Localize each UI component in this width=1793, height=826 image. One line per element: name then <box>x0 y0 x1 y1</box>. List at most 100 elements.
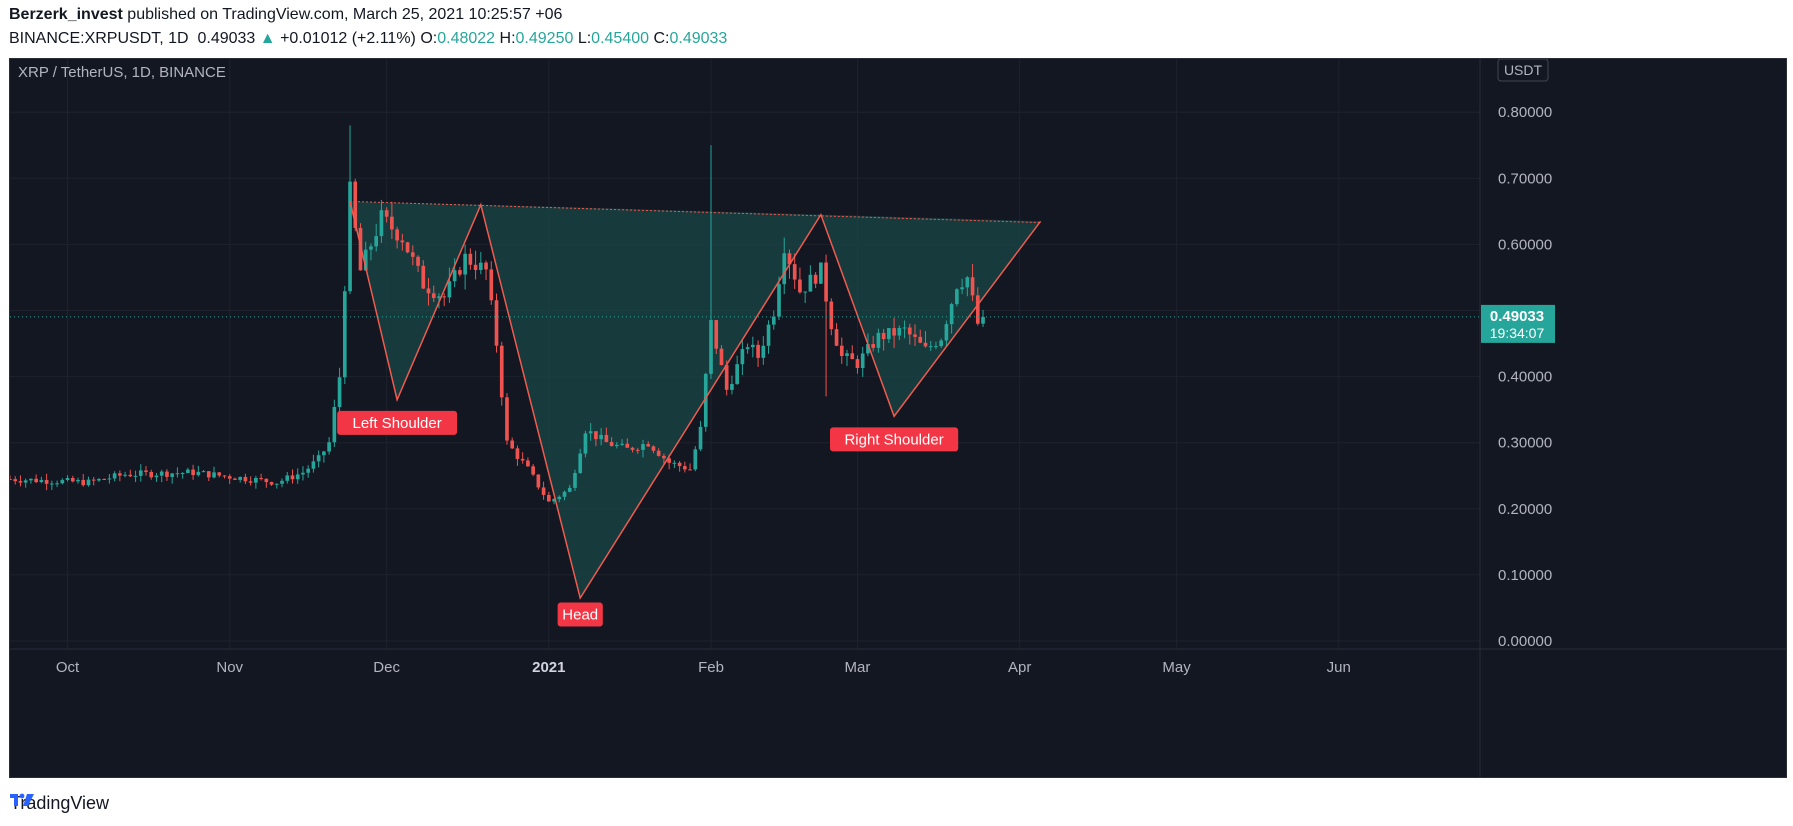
candle <box>426 288 431 294</box>
candle <box>965 277 970 288</box>
candle <box>437 296 441 299</box>
candle <box>10 479 12 481</box>
candle <box>327 442 331 452</box>
pattern-label-box <box>829 427 959 452</box>
candle <box>447 281 452 298</box>
candle <box>227 476 232 479</box>
candle <box>981 316 985 324</box>
candle <box>44 479 49 484</box>
chart-background <box>10 59 1786 777</box>
candle <box>442 296 447 298</box>
x-tick-label: Oct <box>56 659 80 676</box>
candle <box>118 473 122 476</box>
candle <box>515 448 520 459</box>
candle <box>280 480 284 484</box>
pattern-label-box <box>557 602 603 627</box>
pair-title: XRP / TetherUS, 1D, BINANCE <box>18 64 226 81</box>
high-value: 0.49250 <box>515 30 574 47</box>
candle <box>635 449 640 451</box>
close-value: 0.49033 <box>669 30 728 47</box>
candle <box>892 328 896 336</box>
candle <box>646 444 651 447</box>
candle <box>949 304 954 325</box>
price-chart[interactable]: 0.000000.100000.200000.300000.400000.500… <box>10 59 1786 777</box>
candle <box>206 471 211 478</box>
y-tick-label: 0.60000 <box>1498 236 1552 253</box>
candle <box>975 295 980 324</box>
candle <box>254 477 258 483</box>
candle <box>306 468 311 473</box>
candle <box>688 469 692 471</box>
candle-countdown: 19:34:07 <box>1490 325 1545 341</box>
candle <box>735 364 739 384</box>
candle <box>416 256 420 266</box>
candle <box>902 327 907 329</box>
candle <box>452 270 457 282</box>
candle <box>285 475 290 481</box>
candle <box>630 447 635 450</box>
candle <box>175 473 180 475</box>
candle <box>594 431 598 440</box>
candle <box>839 345 844 356</box>
neckline <box>350 200 1041 224</box>
candle <box>520 458 525 461</box>
candle <box>13 479 18 482</box>
candle <box>552 499 556 502</box>
chart-area[interactable]: 0.000000.100000.200000.300000.400000.500… <box>9 58 1787 778</box>
candle <box>264 478 269 483</box>
candle <box>881 332 886 340</box>
publish-info: Berzerk_invest published on TradingView.… <box>9 6 562 24</box>
candle <box>562 491 567 497</box>
footer-brand[interactable]: TradingView <box>10 792 110 813</box>
candle <box>787 253 792 265</box>
pattern-label-box <box>337 410 458 435</box>
candle <box>567 487 572 492</box>
candles <box>10 125 985 505</box>
author-name[interactable]: Berzerk_invest <box>9 6 123 23</box>
candle <box>107 478 112 480</box>
candle <box>390 216 394 230</box>
candle <box>395 229 399 241</box>
candle <box>850 353 855 360</box>
candle <box>751 344 755 348</box>
candle <box>803 291 807 293</box>
candle <box>363 249 368 271</box>
candle <box>557 496 562 500</box>
candle <box>499 345 504 398</box>
candle <box>730 383 734 390</box>
candle <box>400 240 405 243</box>
change-value: +0.01012 (+2.11%) <box>280 30 416 47</box>
close-label: C: <box>653 30 670 47</box>
candle <box>259 477 263 479</box>
candle <box>771 316 776 325</box>
currency-badge-box <box>1497 59 1549 82</box>
y-tick-label: 0.30000 <box>1498 435 1552 452</box>
candle <box>405 242 410 253</box>
candle <box>871 344 875 348</box>
pattern-label-text: Right Shoulder <box>844 431 943 448</box>
candle <box>463 253 467 275</box>
candle <box>34 478 38 483</box>
candle <box>960 287 964 290</box>
candle <box>191 469 195 476</box>
candle <box>353 181 358 228</box>
candle <box>374 236 379 247</box>
candle <box>907 327 912 335</box>
candle <box>76 479 80 482</box>
candle <box>233 478 237 480</box>
candle <box>196 471 201 476</box>
candle <box>248 481 253 483</box>
candle <box>934 346 938 348</box>
low-label: L: <box>577 30 592 47</box>
candle <box>703 373 708 427</box>
pattern-label: Left Shoulder <box>337 410 458 435</box>
candle <box>683 466 687 470</box>
pattern-label: Head <box>557 602 603 627</box>
pattern-fill <box>350 201 481 400</box>
candle <box>186 469 190 473</box>
head-shoulders-zigzag <box>349 201 1042 600</box>
candle <box>756 344 760 358</box>
candle <box>505 397 509 441</box>
candle <box>165 471 169 477</box>
candle <box>897 328 902 336</box>
